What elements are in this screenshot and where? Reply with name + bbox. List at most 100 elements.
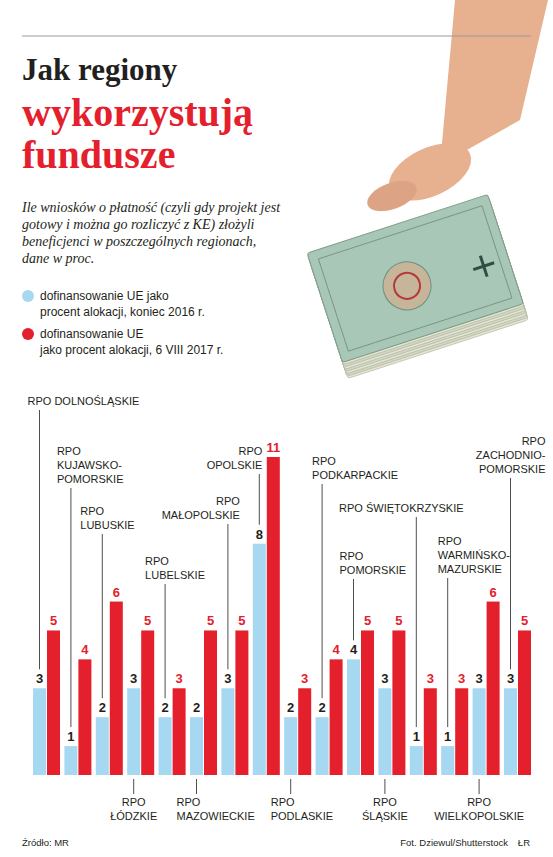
data-label: 3 bbox=[475, 671, 482, 686]
bar bbox=[361, 630, 374, 775]
data-label: 5 bbox=[521, 613, 528, 628]
bar bbox=[190, 717, 203, 775]
data-label: 11 bbox=[266, 440, 280, 455]
category-label: RPO bbox=[216, 495, 240, 507]
photo-rosette-inner bbox=[391, 269, 424, 302]
data-label: 4 bbox=[332, 642, 340, 657]
legend-label: procent alokacji, koniec 2016 r. bbox=[40, 305, 205, 319]
bar bbox=[487, 602, 500, 775]
category-label: WIELKOPOLSKIE bbox=[434, 810, 524, 822]
data-label: 3 bbox=[301, 671, 308, 686]
category-label: RPO bbox=[122, 796, 146, 808]
leader-line bbox=[322, 484, 323, 698]
category-label: ŁÓDZKIE bbox=[110, 810, 157, 822]
leader-line bbox=[70, 488, 71, 727]
bar bbox=[267, 457, 280, 775]
data-label: 5 bbox=[207, 613, 214, 628]
data-label: 3 bbox=[381, 671, 388, 686]
bar bbox=[127, 688, 140, 775]
bar bbox=[78, 659, 91, 775]
category-label: RPO bbox=[145, 555, 169, 567]
photo-arm bbox=[440, 0, 548, 165]
bar bbox=[424, 688, 437, 775]
data-label: 6 bbox=[489, 585, 496, 600]
category-label: POMORSKIE bbox=[57, 473, 124, 485]
top-rule bbox=[22, 36, 531, 37]
photo bbox=[307, 0, 548, 378]
category-label: PODKARPACKIE bbox=[312, 469, 398, 481]
bar bbox=[347, 659, 360, 775]
leader-line bbox=[39, 410, 40, 669]
category-label: WARMIŃSKO- bbox=[438, 549, 511, 561]
bar bbox=[221, 688, 234, 775]
bar bbox=[96, 717, 109, 775]
category-label: RPO DOLNOŚLĄSKIE bbox=[28, 395, 140, 407]
bar bbox=[518, 630, 531, 775]
leader-line bbox=[102, 534, 103, 698]
data-label: 8 bbox=[256, 527, 263, 542]
data-label: 2 bbox=[318, 700, 325, 715]
subtitle: Ile wniosków o płatność (czyli gdy proje… bbox=[21, 200, 281, 216]
leader-line bbox=[384, 779, 385, 794]
bar bbox=[159, 717, 172, 775]
bar bbox=[33, 688, 46, 775]
bars bbox=[33, 457, 531, 775]
category-label: ŚLĄSKIE bbox=[362, 810, 408, 822]
category-label: POMORSKIE bbox=[340, 564, 407, 576]
category-label: PODLASKIE bbox=[271, 810, 333, 822]
bar bbox=[316, 717, 329, 775]
leader-line bbox=[227, 524, 228, 669]
subtitle: beneficjenci w poszczególnych regionach, bbox=[22, 234, 256, 249]
category-label: MAZURSKIE bbox=[438, 563, 502, 575]
data-label: 3 bbox=[224, 671, 231, 686]
bar bbox=[235, 630, 248, 775]
category-label: OPOLSKIE bbox=[207, 459, 263, 471]
bar bbox=[110, 602, 123, 775]
bar bbox=[47, 630, 60, 775]
data-label: 5 bbox=[144, 613, 151, 628]
data-label: 4 bbox=[81, 642, 89, 657]
leader-line bbox=[133, 779, 134, 794]
bar bbox=[330, 659, 343, 775]
leader-line bbox=[447, 578, 448, 727]
data-label: 1 bbox=[67, 729, 74, 744]
bar bbox=[392, 630, 405, 775]
bar bbox=[284, 717, 297, 775]
data-label: 3 bbox=[130, 671, 137, 686]
category-label: LUBUSKIE bbox=[80, 519, 134, 531]
category-label: RPO ŚWIĘTOKRZYSKIE bbox=[339, 502, 464, 514]
page: Jak regionywykorzystująfunduszeIle wnios… bbox=[0, 0, 553, 857]
category-label: RPO bbox=[271, 796, 295, 808]
leader-line bbox=[196, 779, 197, 794]
bar bbox=[173, 688, 186, 775]
bar bbox=[64, 746, 77, 775]
category-label: RPO bbox=[522, 435, 546, 447]
bar bbox=[473, 688, 486, 775]
photo-thumb bbox=[363, 175, 421, 217]
category-label: RPO bbox=[340, 550, 364, 562]
data-label: 2 bbox=[99, 700, 106, 715]
photo-rosette bbox=[377, 256, 437, 316]
data-label: 3 bbox=[36, 671, 43, 686]
category-label: MAŁOPOLSKIE bbox=[162, 509, 240, 521]
leader-line bbox=[290, 779, 291, 794]
data-label: 3 bbox=[458, 671, 465, 686]
photo-bill-top bbox=[307, 194, 523, 362]
data-label: 3 bbox=[427, 671, 434, 686]
category-label: ZACHODNIO- bbox=[476, 449, 546, 461]
leader-line bbox=[479, 779, 480, 794]
legend-label: dofinansowanie UE bbox=[40, 327, 143, 341]
annotation: ŁR bbox=[518, 837, 530, 848]
category-label: RPO bbox=[238, 445, 262, 457]
data-label: 5 bbox=[50, 613, 57, 628]
data-label: 5 bbox=[238, 613, 245, 628]
data-label: 5 bbox=[395, 613, 402, 628]
leader-line bbox=[353, 579, 354, 640]
leader-line bbox=[259, 474, 260, 525]
data-label: 3 bbox=[507, 671, 514, 686]
data-label: 4 bbox=[350, 642, 358, 657]
photo-bill-border bbox=[318, 206, 512, 351]
data-label: 3 bbox=[175, 671, 182, 686]
bar bbox=[141, 630, 154, 775]
subtitle: gotowy i można go rozliczyć z KE) złożyl… bbox=[22, 217, 255, 233]
